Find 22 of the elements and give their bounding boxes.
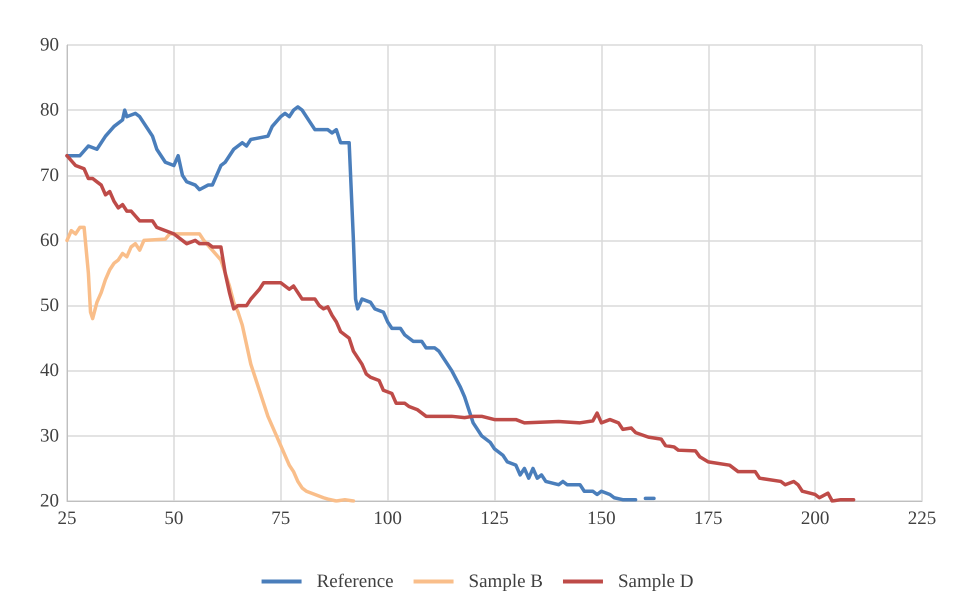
- legend-label: Reference: [316, 571, 394, 592]
- x-tick-label: 75: [271, 508, 290, 529]
- x-tick-label: 200: [800, 508, 830, 529]
- y-tick-label: 80: [40, 100, 59, 121]
- line-series: [65, 226, 356, 503]
- x-tick-label: 150: [587, 508, 616, 529]
- line-series: [65, 154, 856, 503]
- y-tick-label: 60: [40, 230, 59, 251]
- x-tick-label: 225: [908, 508, 936, 529]
- y-tick-label: 90: [40, 34, 59, 56]
- y-tick-label: 40: [40, 360, 59, 382]
- y-tick-label: 30: [40, 425, 59, 446]
- legend-label: Sample B: [468, 571, 543, 592]
- x-tick-label: 100: [373, 508, 402, 529]
- y-tick-label: 70: [40, 164, 59, 186]
- x-tick-label: 125: [480, 508, 509, 529]
- legend-label: Sample D: [618, 571, 694, 592]
- x-tick-label: 175: [694, 508, 722, 529]
- y-tick-label: 50: [40, 295, 59, 316]
- x-tick-label: 25: [58, 508, 76, 529]
- y-tick-label: 20: [40, 490, 59, 512]
- x-tick-label: 50: [164, 508, 184, 529]
